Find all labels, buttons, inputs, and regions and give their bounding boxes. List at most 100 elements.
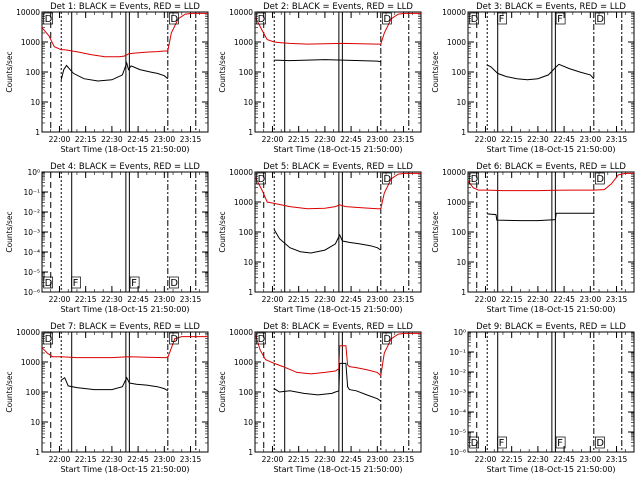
- marker-f: F: [555, 12, 566, 25]
- marker-d: D: [256, 172, 266, 185]
- marker-label: F: [499, 438, 505, 449]
- marker-box: [256, 12, 266, 25]
- x-tick-label: 23:15: [393, 455, 415, 464]
- marker-box: [382, 172, 392, 185]
- marker-label: D: [383, 174, 391, 185]
- x-tick-label: 22:00: [262, 135, 284, 144]
- y-tick-label: 100: [239, 228, 254, 237]
- x-tick-label: 22:30: [314, 455, 336, 464]
- plot-frame: [41, 171, 209, 293]
- x-tick-label: 22:45: [340, 455, 362, 464]
- marker-box: [595, 12, 605, 25]
- x-tick-label: 22:15: [501, 295, 523, 304]
- y-tick-label: 10⁻¹: [449, 348, 466, 357]
- marker-box: [169, 276, 179, 289]
- events-series-line: [273, 362, 382, 402]
- y-tick-label: 10⁻²: [23, 208, 40, 217]
- panel-det-7: Det 7: BLACK = Events, RED = LLD 1 10 100 10…: [5, 322, 209, 474]
- marker-label: D: [45, 278, 53, 289]
- panel-title: Det 7: BLACK = Events, RED = LLD: [50, 322, 200, 332]
- x-tick-label: 23:15: [606, 135, 628, 144]
- y-tick-label: 10⁻⁴: [449, 408, 466, 417]
- panel-det-1: Det 1: BLACK = Events, RED = LLD 1 10 100 10…: [5, 2, 209, 154]
- x-tick-label: 22:00: [262, 295, 284, 304]
- plot-frame: [41, 11, 209, 133]
- y-tick-label: 10⁻³: [23, 228, 40, 237]
- y-tick-label: 1: [461, 128, 466, 137]
- x-tick-label: 22:15: [501, 135, 523, 144]
- events-series-line: [273, 229, 382, 254]
- marker-f: F: [129, 276, 140, 289]
- marker-box: [469, 436, 479, 449]
- marker-box: [43, 12, 53, 25]
- marker-box: [169, 12, 179, 25]
- x-tick-label: 23:00: [154, 455, 176, 464]
- marker-d: D: [169, 276, 179, 289]
- marker-f: F: [555, 436, 566, 449]
- x-tick-label: 22:30: [527, 135, 549, 144]
- x-tick-label: 22:30: [527, 455, 549, 464]
- y-tick-label: 1: [248, 448, 253, 457]
- x-tick-label: 23:00: [367, 135, 389, 144]
- x-tick-label: 23:15: [180, 135, 202, 144]
- y-tick-label: 1: [461, 288, 466, 297]
- marker-d: D: [256, 332, 266, 345]
- x-axis-label: Start Time (18-Oct-15 21:50:00): [273, 145, 402, 154]
- marker-d: D: [595, 172, 605, 185]
- x-tick-label: 22:30: [101, 455, 123, 464]
- lld-series-line: [41, 336, 208, 359]
- x-tick-label: 22:00: [49, 135, 71, 144]
- events-series-line: [60, 61, 169, 82]
- y-tick-label: 10000: [229, 8, 253, 17]
- events-series-line: [60, 376, 169, 392]
- marker-box: [497, 12, 507, 25]
- x-tick-label: 23:15: [606, 455, 628, 464]
- x-tick-label: 22:45: [340, 135, 362, 144]
- plot-frame: [41, 331, 209, 453]
- marker-box: [595, 436, 605, 449]
- panel-title: Det 9: BLACK = Events, RED = LLD: [476, 322, 626, 332]
- marker-box: [256, 332, 266, 345]
- y-axis-label: Counts/sec: [431, 371, 440, 412]
- y-axis-label: Counts/sec: [218, 51, 227, 92]
- x-tick-label: 22:15: [288, 295, 310, 304]
- marker-d: D: [469, 12, 479, 25]
- x-tick-label: 22:45: [127, 135, 149, 144]
- y-tick-label: 10: [30, 418, 40, 427]
- panel-det-8: Det 8: BLACK = Events, RED = LLD 1 10 100 10…: [218, 322, 422, 474]
- y-tick-label: 1000: [234, 358, 253, 367]
- y-tick-label: 10000: [16, 328, 40, 337]
- y-tick-label: 1: [35, 128, 40, 137]
- panel-det-2: Det 2: BLACK = Events, RED = LLD 1 10 100 10…: [218, 2, 422, 154]
- x-tick-label: 22:00: [262, 455, 284, 464]
- panel-det-6: Det 6: BLACK = Events, RED = LLD 1 10 100 10…: [431, 162, 635, 314]
- marker-label: D: [45, 334, 53, 345]
- x-tick-label: 22:45: [553, 135, 575, 144]
- marker-label: D: [596, 174, 604, 185]
- y-tick-label: 100: [26, 68, 41, 77]
- y-tick-label: 10⁻⁵: [449, 428, 466, 437]
- marker-box: [595, 172, 605, 185]
- marker-d: D: [169, 12, 179, 25]
- marker-label: F: [557, 438, 563, 449]
- marker-label: F: [73, 278, 79, 289]
- marker-d: D: [595, 12, 605, 25]
- x-tick-label: 22:30: [314, 295, 336, 304]
- x-tick-label: 22:15: [288, 455, 310, 464]
- marker-d: D: [595, 436, 605, 449]
- x-tick-label: 23:00: [154, 295, 176, 304]
- panel-title: Det 6: BLACK = Events, RED = LLD: [476, 162, 626, 172]
- y-tick-label: 100: [26, 388, 41, 397]
- y-tick-label: 1: [35, 448, 40, 457]
- y-tick-label: 10: [456, 258, 466, 267]
- marker-box: [497, 436, 507, 449]
- marker-box: [555, 12, 566, 25]
- marker-d: D: [382, 332, 392, 345]
- x-tick-label: 22:00: [475, 295, 497, 304]
- marker-d: D: [169, 332, 179, 345]
- y-tick-label: 10000: [442, 8, 466, 17]
- marker-f: F: [71, 276, 81, 289]
- x-tick-label: 22:00: [475, 135, 497, 144]
- x-tick-label: 22:00: [475, 455, 497, 464]
